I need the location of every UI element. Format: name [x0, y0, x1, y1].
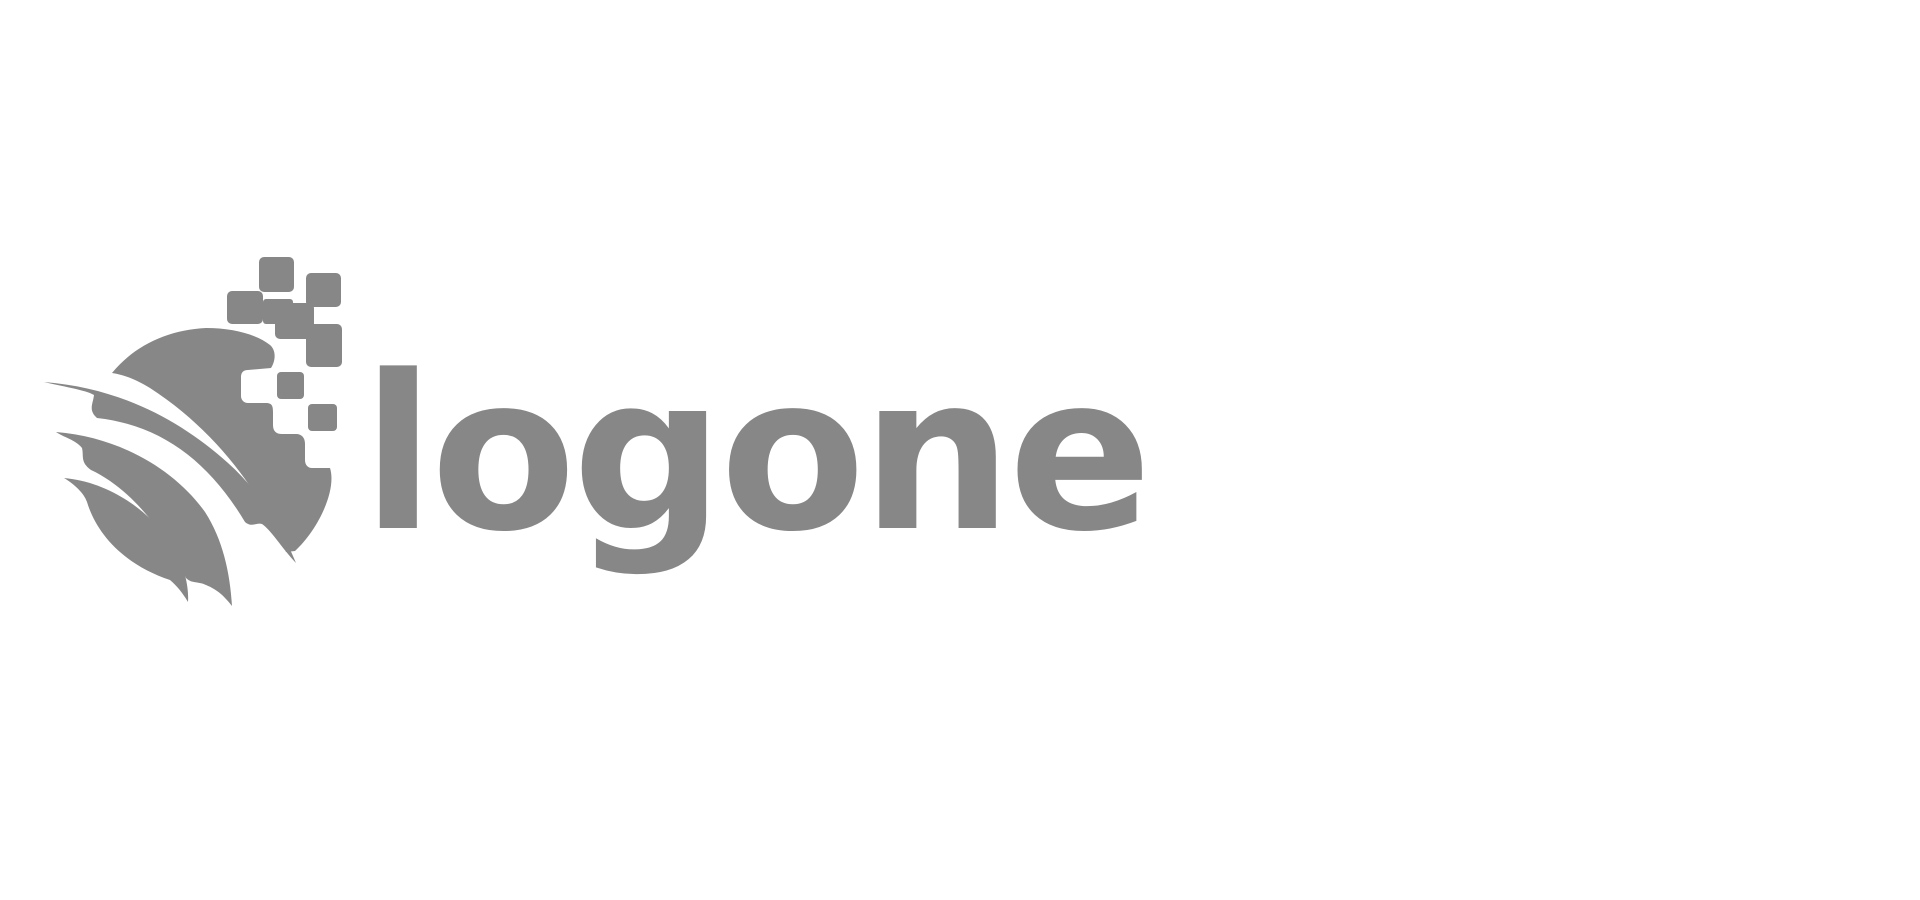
brand-wordmark: logone: [362, 348, 1148, 608]
